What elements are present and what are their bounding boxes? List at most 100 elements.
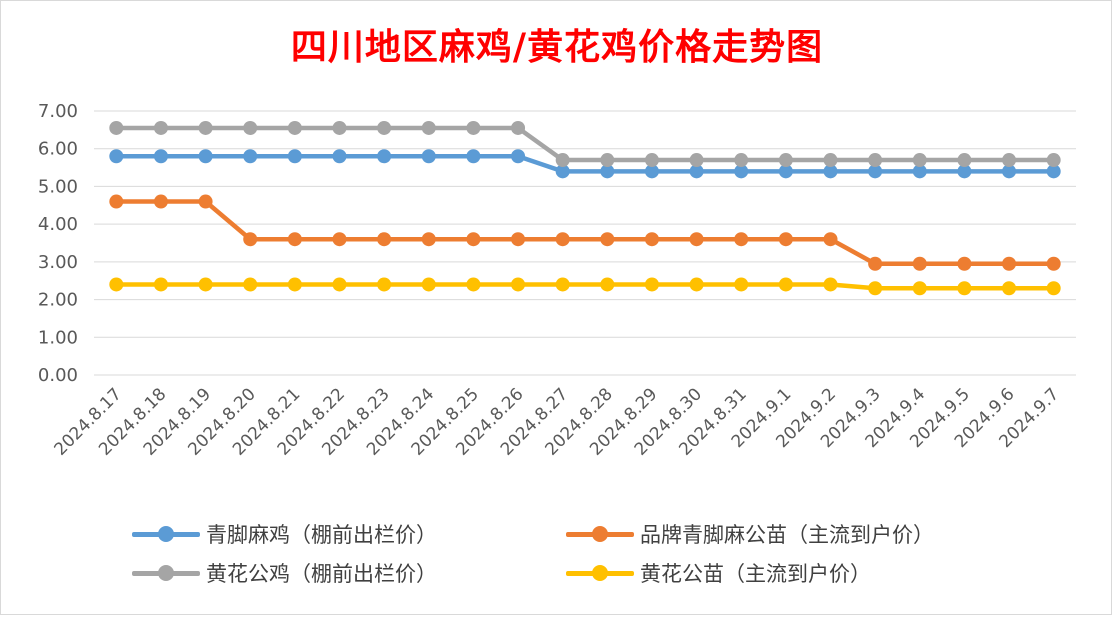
data-point xyxy=(287,120,302,135)
data-point xyxy=(332,277,347,292)
y-tick-label: 1.00 xyxy=(38,327,78,348)
data-point xyxy=(957,164,972,179)
data-point xyxy=(957,256,972,271)
legend-marker-2 xyxy=(158,565,174,581)
series-line xyxy=(114,154,1056,174)
series-2 xyxy=(109,120,1061,168)
data-point xyxy=(689,232,704,247)
data-point xyxy=(332,149,347,164)
x-axis-ticks: 2024.8.172024.8.182024.8.192024.8.202024… xyxy=(51,384,1064,459)
series-0 xyxy=(109,149,1061,179)
data-point xyxy=(734,153,749,168)
data-point xyxy=(734,277,749,292)
data-point xyxy=(153,120,168,135)
data-point xyxy=(153,194,168,209)
data-point xyxy=(109,120,124,135)
data-point xyxy=(377,277,392,292)
data-point xyxy=(1046,256,1061,271)
data-point xyxy=(153,277,168,292)
data-point xyxy=(1046,153,1061,168)
data-point xyxy=(1002,153,1017,168)
data-point xyxy=(421,232,436,247)
y-tick-label: 6.00 xyxy=(38,139,78,160)
legend-item-3: 黄花公苗（主流到户价） xyxy=(566,558,871,588)
series-line xyxy=(114,282,1056,291)
data-point xyxy=(332,232,347,247)
data-point xyxy=(644,277,659,292)
data-point xyxy=(198,120,213,135)
data-point xyxy=(243,232,258,247)
data-point xyxy=(957,153,972,168)
series-line xyxy=(114,125,1056,163)
data-point xyxy=(511,149,526,164)
data-point xyxy=(555,277,570,292)
data-point xyxy=(1002,281,1017,296)
legend-label-2: 黄花公鸡（棚前出栏价） xyxy=(206,562,437,586)
legend-item-0: 青脚麻鸡（棚前出栏价） xyxy=(132,519,437,549)
legend-swatch-3 xyxy=(566,558,634,588)
data-point xyxy=(466,149,481,164)
data-point xyxy=(198,277,213,292)
data-point xyxy=(511,120,526,135)
y-tick-label: 5.00 xyxy=(38,176,78,197)
data-point xyxy=(555,153,570,168)
data-point xyxy=(109,149,124,164)
y-tick-label: 0.00 xyxy=(38,365,78,386)
series-line xyxy=(114,199,1056,266)
data-point xyxy=(466,232,481,247)
series-layer xyxy=(109,120,1061,296)
gridlines xyxy=(94,110,1076,376)
legend-swatch-1 xyxy=(566,519,634,549)
data-point xyxy=(243,120,258,135)
data-point xyxy=(734,232,749,247)
data-point xyxy=(957,281,972,296)
data-point xyxy=(778,232,793,247)
data-point xyxy=(600,232,615,247)
data-point xyxy=(600,277,615,292)
data-point xyxy=(600,153,615,168)
data-point xyxy=(912,153,927,168)
data-point xyxy=(511,277,526,292)
y-tick-label: 3.00 xyxy=(38,252,78,273)
data-point xyxy=(644,164,659,179)
y-tick-label: 4.00 xyxy=(38,214,78,235)
legend-swatch-0 xyxy=(132,519,200,549)
data-point xyxy=(778,277,793,292)
data-point xyxy=(153,149,168,164)
data-point xyxy=(466,120,481,135)
data-point xyxy=(823,164,838,179)
data-point xyxy=(868,153,883,168)
legend-marker-0 xyxy=(158,526,174,542)
y-tick-label: 7.00 xyxy=(38,101,78,122)
data-point xyxy=(243,149,258,164)
data-point xyxy=(421,120,436,135)
data-point xyxy=(287,232,302,247)
data-point xyxy=(689,153,704,168)
data-point xyxy=(555,164,570,179)
data-point xyxy=(243,277,258,292)
data-point xyxy=(109,194,124,209)
data-point xyxy=(198,194,213,209)
data-point xyxy=(1046,164,1061,179)
chart-title: 四川地区麻鸡/黄花鸡价格走势图 xyxy=(290,26,824,68)
data-point xyxy=(689,277,704,292)
data-point xyxy=(421,277,436,292)
data-point xyxy=(1002,164,1017,179)
data-point xyxy=(912,256,927,271)
data-point xyxy=(332,120,347,135)
data-point xyxy=(912,164,927,179)
data-point xyxy=(689,164,704,179)
data-point xyxy=(644,232,659,247)
data-point xyxy=(287,277,302,292)
data-point xyxy=(778,164,793,179)
legend-label-1: 品牌青脚麻公苗（主流到户价） xyxy=(640,523,934,547)
data-point xyxy=(868,256,883,271)
data-point xyxy=(912,281,927,296)
data-point xyxy=(644,153,659,168)
data-point xyxy=(109,277,124,292)
data-point xyxy=(198,149,213,164)
data-point xyxy=(734,164,749,179)
data-point xyxy=(1046,281,1061,296)
